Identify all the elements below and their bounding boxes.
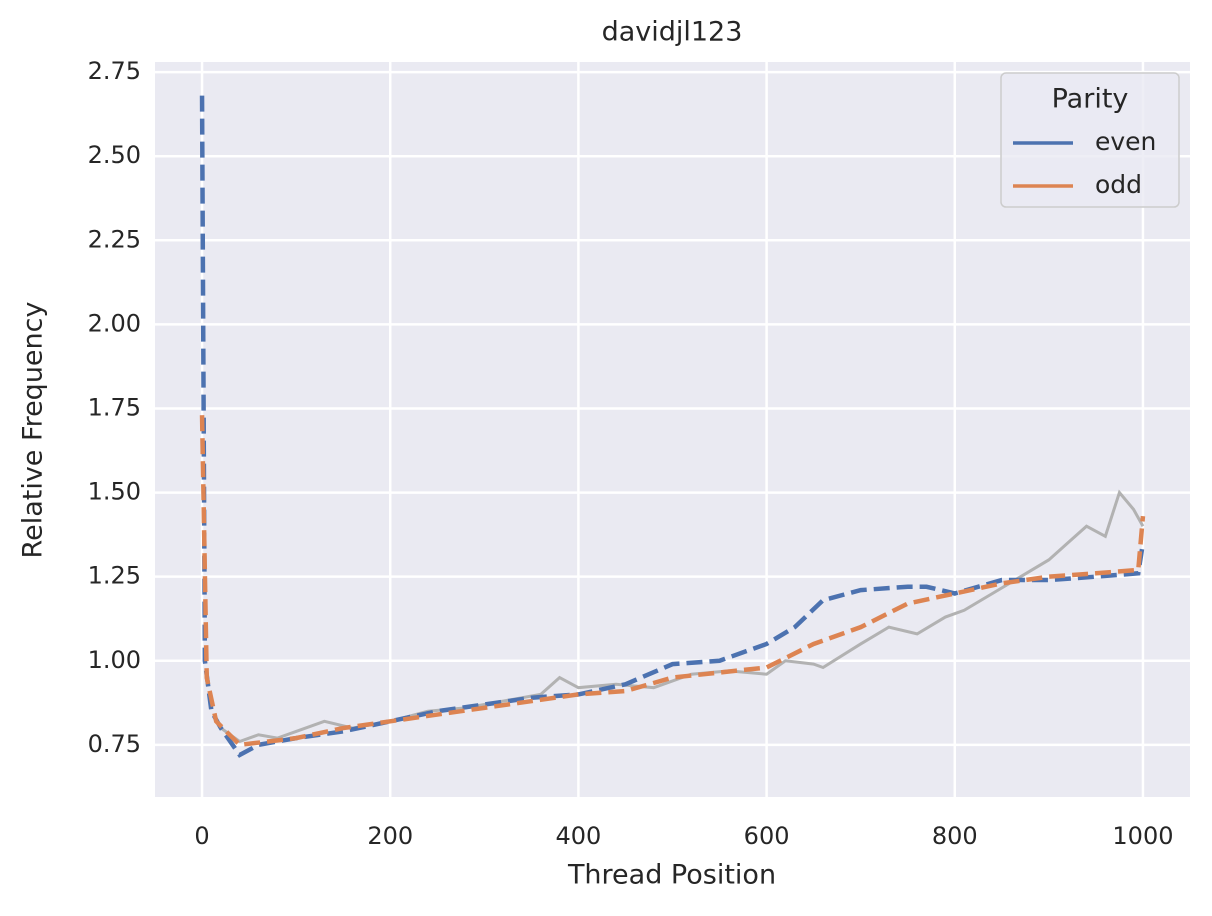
y-tick-label: 2.00	[88, 309, 141, 337]
series-line	[199, 95, 1146, 758]
y-tick-label: 0.75	[88, 730, 141, 758]
legend-title: Parity	[1052, 84, 1129, 115]
x-axis-label: Thread Position	[567, 860, 776, 891]
y-tick-label: 2.50	[88, 141, 141, 169]
y-tick-label: 1.25	[88, 562, 141, 590]
y-tick-label: 2.25	[88, 225, 141, 253]
legend-label: even	[1095, 127, 1156, 156]
legend-box	[1000, 72, 1180, 208]
legend-label: odd	[1095, 170, 1142, 199]
y-axis-label: Relative Frequency	[18, 302, 49, 559]
x-tick-label: 1000	[1112, 822, 1173, 850]
y-tick-label: 1.75	[88, 393, 141, 421]
x-tick-label: 200	[367, 822, 413, 850]
x-tick-label: 400	[556, 822, 602, 850]
chart-title: davidjl123	[602, 17, 743, 48]
y-tick-label: 1.00	[88, 646, 141, 674]
x-tick-label: 0	[194, 822, 209, 850]
series-line	[199, 415, 1146, 748]
y-tick-label: 1.50	[88, 478, 141, 506]
x-tick-label: 600	[744, 822, 790, 850]
x-tick-label: 800	[932, 822, 978, 850]
y-tick-label: 2.75	[88, 57, 141, 85]
